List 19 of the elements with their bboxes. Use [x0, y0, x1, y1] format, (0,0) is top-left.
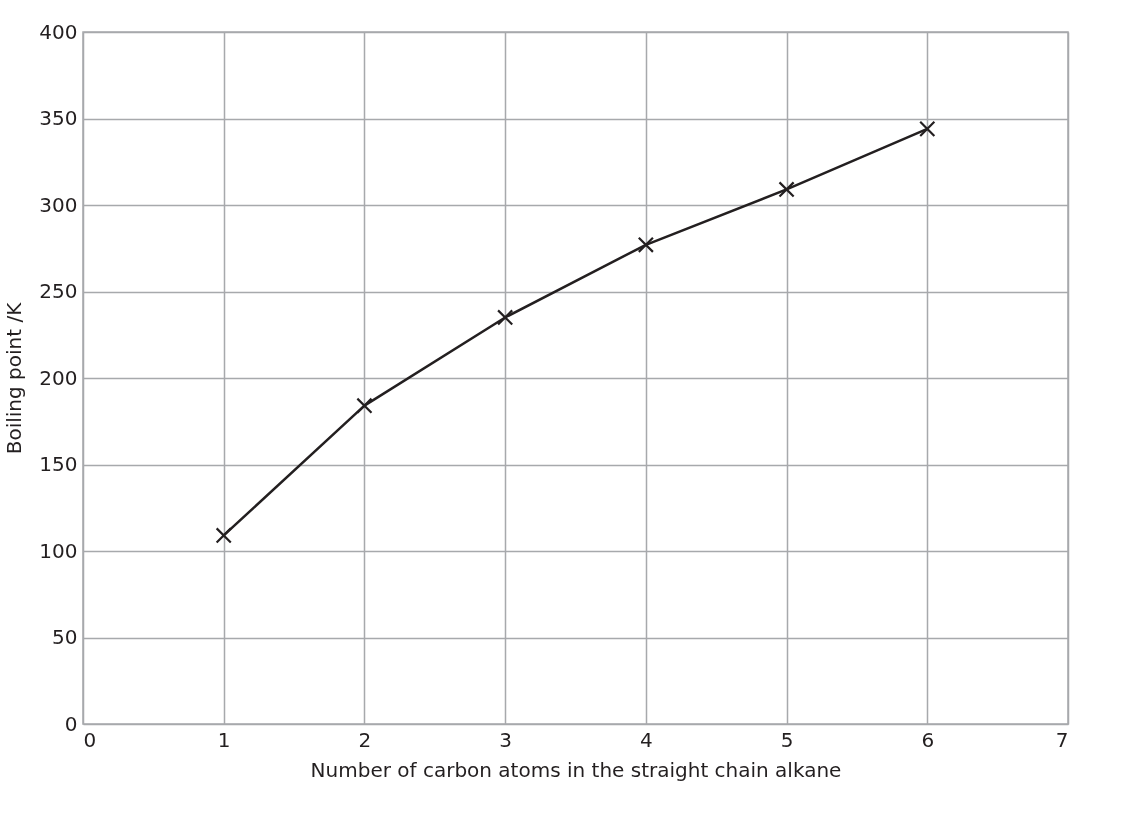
y-tick-label: 300 — [39, 192, 78, 217]
y-tick-label: 250 — [39, 279, 78, 303]
y-axis-title: Boiling point /K — [2, 301, 27, 455]
x-tick-label: 6 — [921, 727, 935, 752]
x-tick-label: 3 — [499, 727, 513, 752]
y-tick-label: 100 — [39, 538, 78, 563]
y-tick-label: 200 — [39, 365, 78, 390]
x-tick-label: 1 — [217, 727, 231, 752]
y-tick-label: 0 — [64, 711, 78, 736]
y-tick-label: 400 — [39, 19, 78, 44]
x-tick-label: 7 — [1055, 727, 1069, 752]
x-tick-label: 5 — [780, 727, 794, 752]
y-tick-label: 350 — [39, 106, 78, 130]
y-tick-label: 150 — [39, 452, 78, 476]
x-axis-title: Number of carbon atoms in the straight chain alkane — [310, 757, 842, 782]
x-tick-label: 0 — [83, 727, 97, 752]
x-tick-label: 2 — [358, 727, 372, 752]
x-tick-label: 4 — [639, 727, 653, 752]
y-tick-label: 50 — [52, 625, 78, 649]
